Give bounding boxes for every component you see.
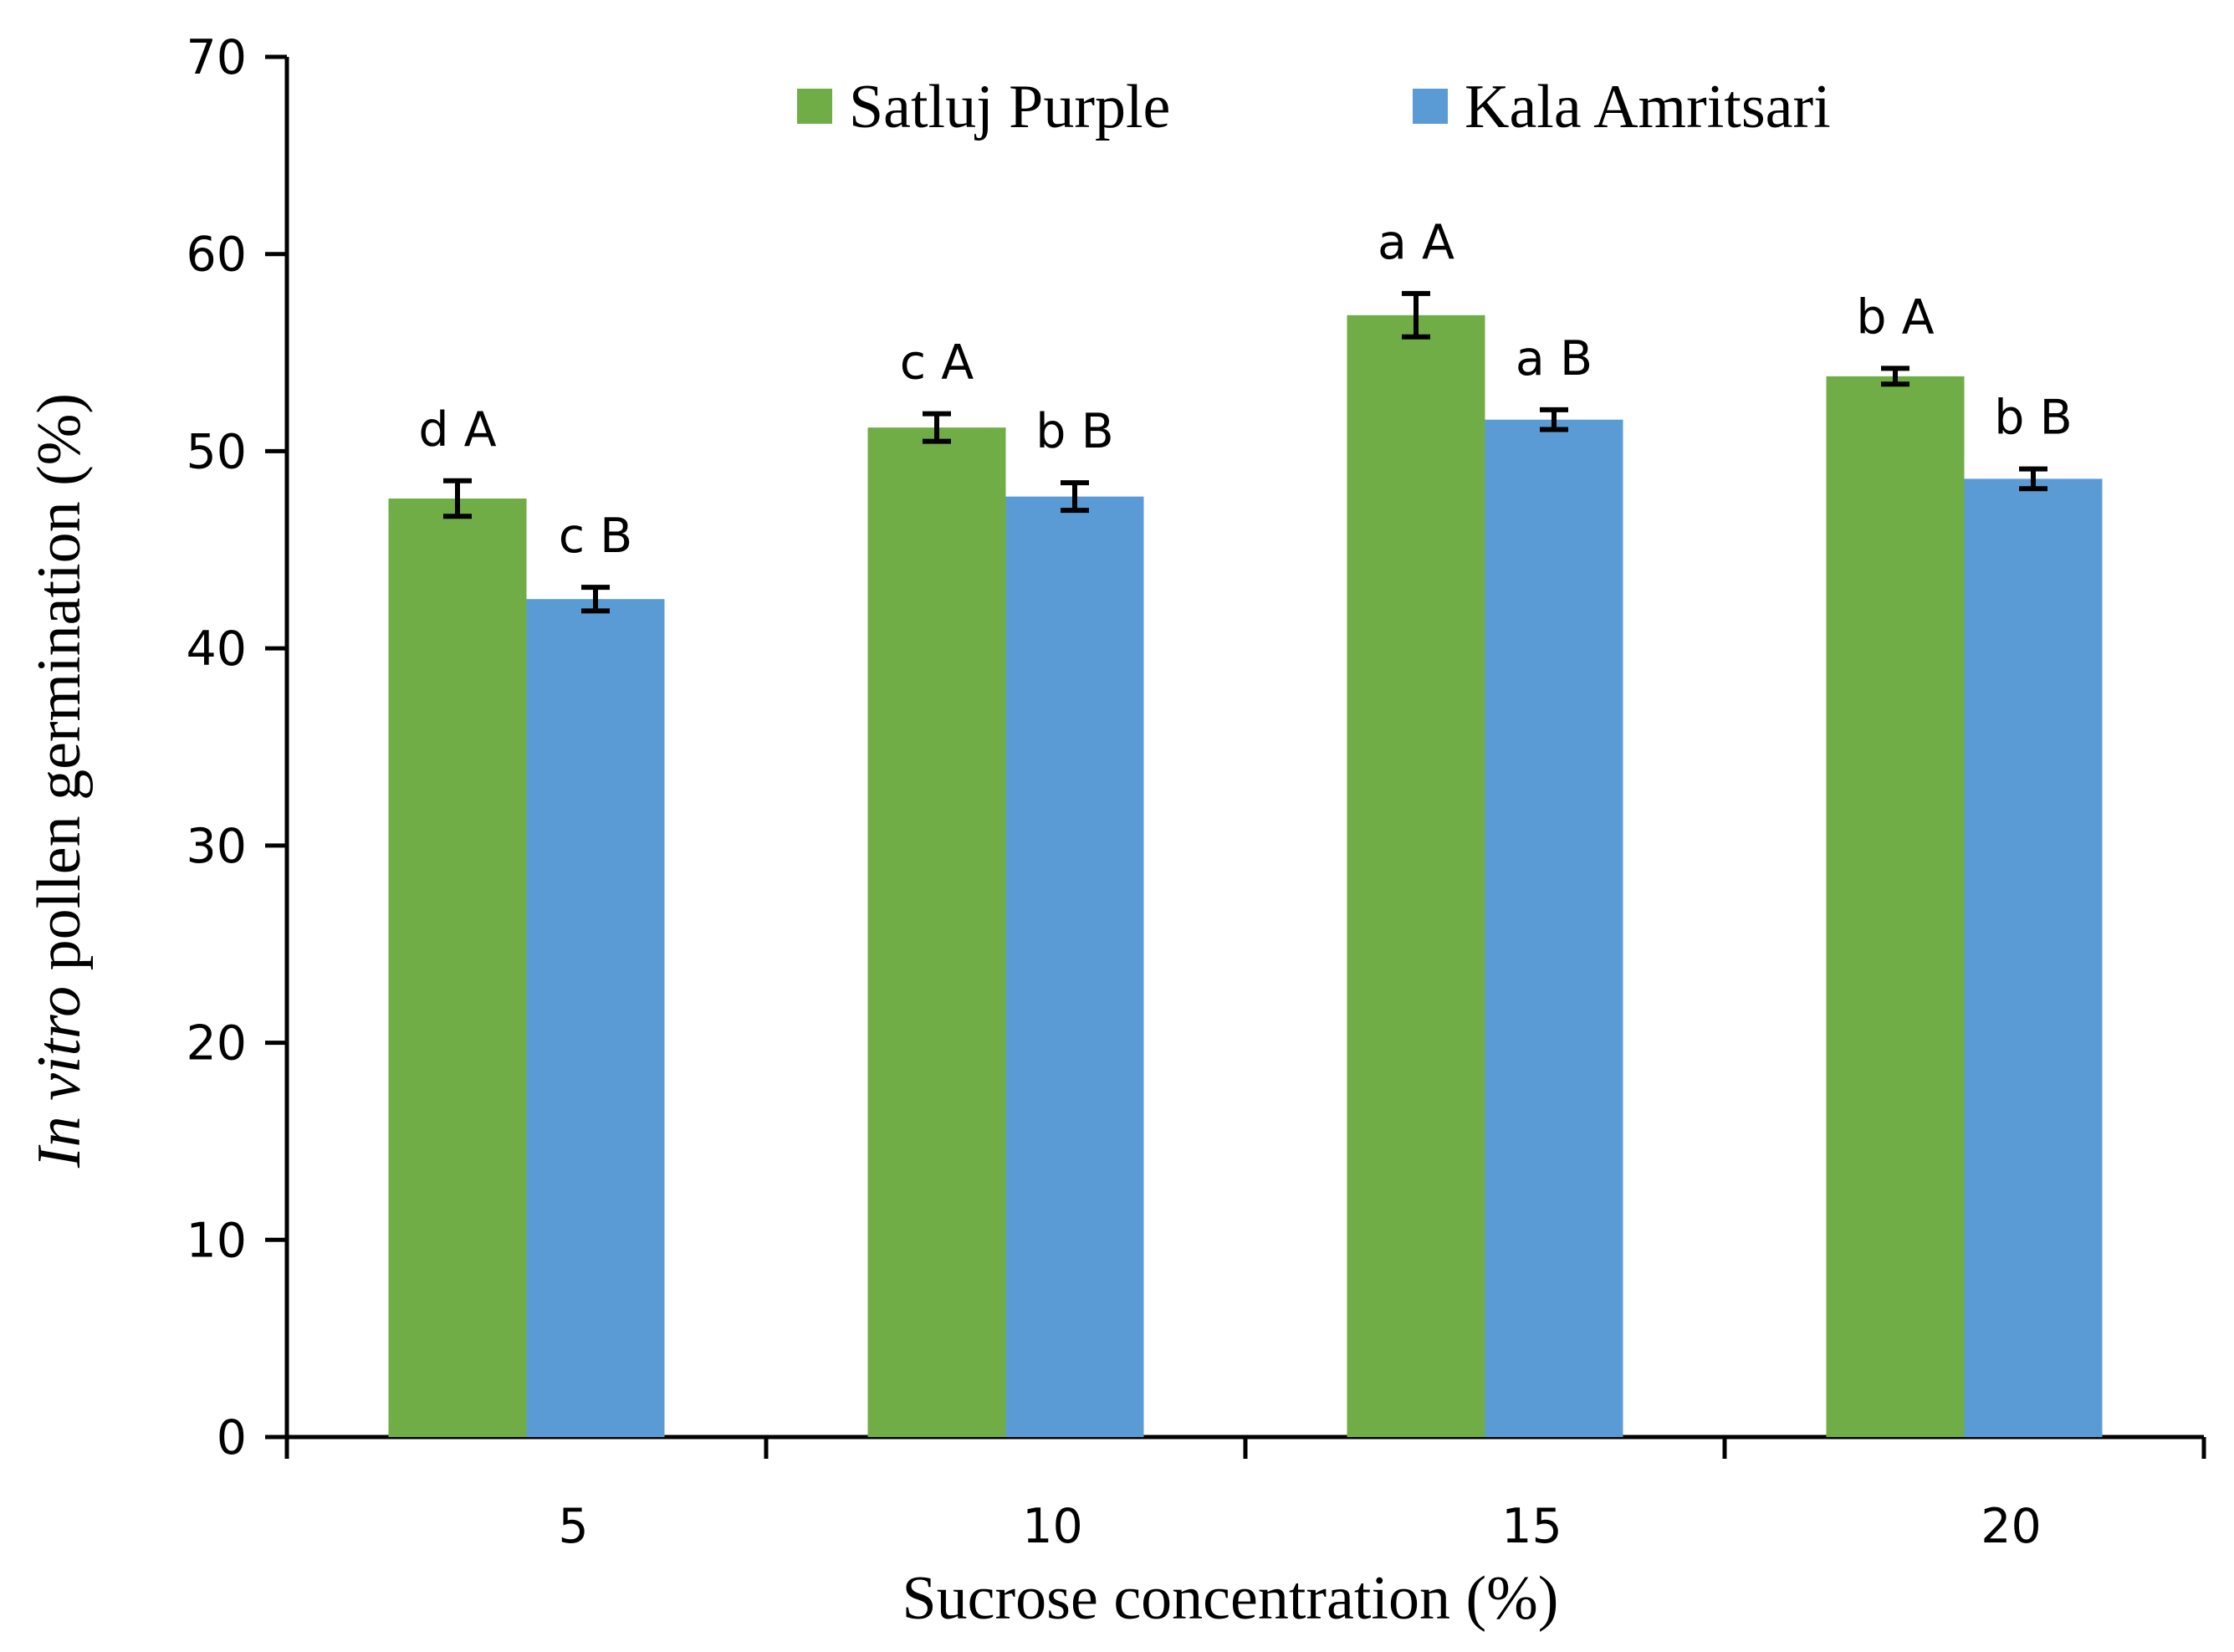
y-axis-title-italic: In vitro: [25, 986, 94, 1169]
y-tick-label: 40: [186, 621, 247, 677]
error-bars: [443, 290, 2047, 614]
x-tick-label: 20: [1981, 1499, 2042, 1554]
x-tick-label: 10: [1022, 1499, 1083, 1554]
significance-label: b B: [1035, 404, 1113, 459]
x-axis-title: Sucrose concentration (%): [902, 1564, 1559, 1633]
bar-kala-amritsari: [1485, 419, 1623, 1437]
bars: [388, 315, 2103, 1438]
y-tick-label: 20: [186, 1016, 247, 1071]
bar-satluj-purple: [388, 499, 527, 1437]
y-axis-title: In vitro pollen germination (%): [25, 393, 94, 1169]
y-tick-label: 70: [186, 30, 247, 85]
bar-kala-amritsari: [1005, 496, 1144, 1438]
y-tick-label: 60: [186, 228, 247, 283]
legend-swatch: [797, 89, 832, 124]
significance-labels: d A c A a A b A c B b B a B b B: [418, 215, 2072, 564]
y-tick-label: 30: [186, 819, 247, 874]
x-tick-label: 5: [558, 1499, 588, 1554]
bar-satluj-purple: [867, 427, 1006, 1438]
y-axis-title-rest: pollen germination (%): [25, 393, 94, 986]
significance-label: b B: [1994, 391, 2072, 446]
bar-kala-amritsari: [526, 599, 665, 1437]
legend-label: Kala Amritsari: [1465, 73, 1831, 141]
legend-swatch: [1413, 89, 1448, 124]
y-tick-label: 50: [186, 424, 247, 479]
significance-label: c B: [559, 509, 633, 564]
bar-satluj-purple: [1347, 315, 1485, 1438]
significance-label: b A: [1856, 289, 1934, 345]
bar-satluj-purple: [1826, 376, 1965, 1437]
legend-label: Satluj Purple: [849, 73, 1170, 141]
significance-label: a A: [1378, 215, 1454, 270]
x-tick-label: 15: [1501, 1499, 1562, 1554]
bar-kala-amritsari: [1964, 478, 2103, 1437]
y-tick-label: 10: [186, 1213, 247, 1268]
y-tick-label: 0: [217, 1410, 247, 1465]
legend: Satluj Purple Kala Amritsari: [797, 73, 1831, 141]
significance-label: a B: [1516, 331, 1592, 386]
axes: 0 10 20 30 40 50 60 70 5 10 15 20: [186, 30, 2206, 1554]
significance-label: c A: [900, 335, 974, 391]
significance-label: d A: [418, 402, 496, 458]
